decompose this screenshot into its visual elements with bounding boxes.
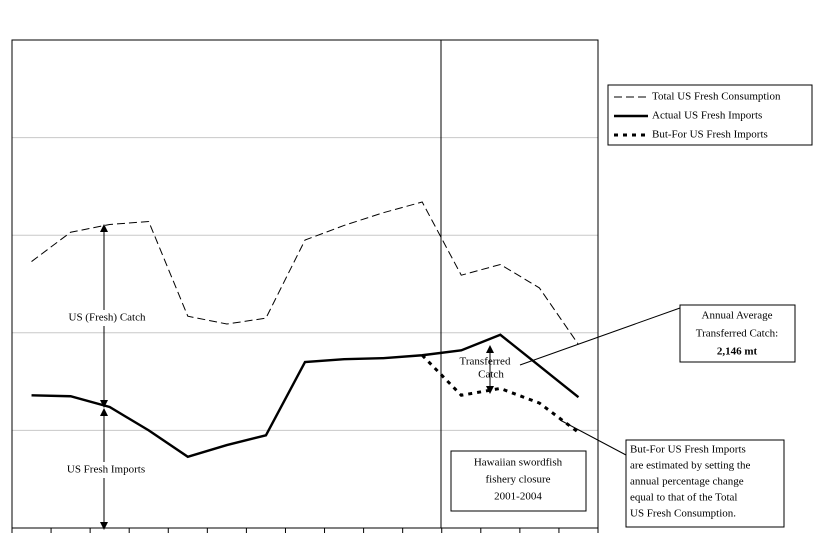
box-text: equal to that of the Total — [630, 492, 737, 504]
transferred-label: Catch — [478, 369, 504, 381]
box-text: annual percentage change — [630, 476, 744, 488]
average-box — [679, 304, 796, 363]
legend-label: Total US Fresh Consumption — [652, 91, 781, 103]
legend-label: Actual US Fresh Imports — [652, 110, 762, 122]
callout-line — [559, 419, 627, 456]
callout-line — [519, 307, 681, 366]
series-line — [421, 354, 580, 434]
note-box — [625, 439, 785, 528]
box-text: Annual Average — [702, 310, 773, 322]
box-text: US Fresh Consumption. — [630, 508, 736, 520]
imports-label: US Fresh Imports — [67, 464, 145, 476]
series-line — [31, 201, 579, 345]
label-bg — [60, 462, 152, 478]
legend-items: Total US Fresh Consumption Actual US Fres… — [614, 91, 781, 141]
label-bg — [62, 310, 152, 326]
plot-frame — [11, 39, 599, 529]
box-text: fishery closure — [485, 474, 550, 486]
box-text: are estimated by setting the — [630, 460, 750, 472]
series-lines — [31, 201, 580, 459]
box-text: Hawaiian swordfish — [474, 457, 563, 469]
legend-label: But-For US Fresh Imports — [652, 129, 768, 141]
transferred-label: Transferred — [460, 356, 511, 368]
closure-box — [450, 450, 587, 512]
box-text: But-For US Fresh Imports — [630, 444, 746, 456]
box-text: 2001-2004 — [494, 491, 542, 503]
box-text: Transferred Catch: — [696, 328, 778, 340]
series-line — [31, 333, 580, 459]
box-text: 2,146 mt — [717, 346, 758, 358]
catch-label: US (Fresh) Catch — [69, 312, 146, 324]
